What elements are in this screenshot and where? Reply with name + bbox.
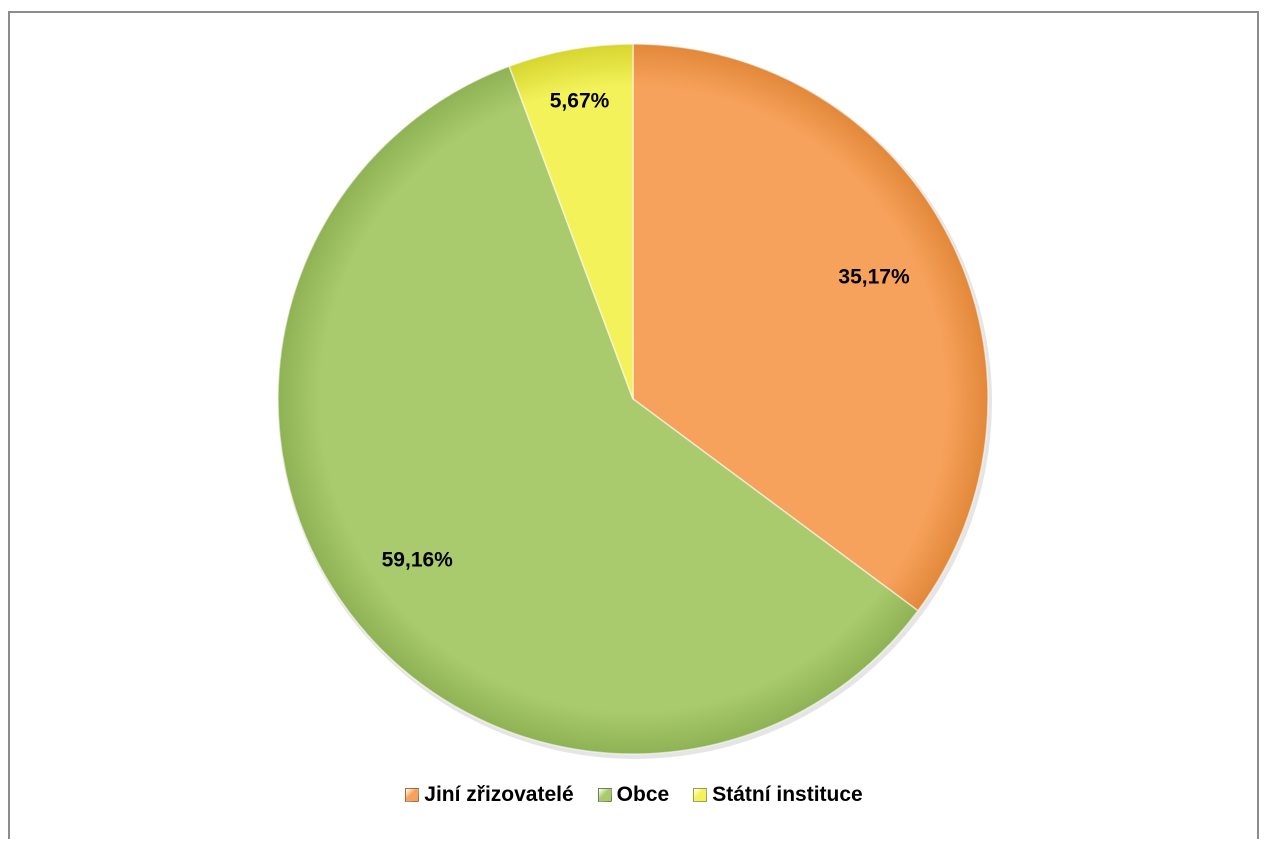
legend-swatch-statni-instituce — [693, 788, 708, 802]
legend-label-jini-zrizovatele: Jiní zřizovatelé — [424, 783, 574, 806]
legend-item-jini-zrizovatele[interactable]: Jiní zřizovatelé — [405, 783, 574, 807]
pie-data-labels: 35,17% 59,16% 5,67% — [382, 90, 910, 572]
chart-legend: Jiní zřizovatelé Obce Státní instituce — [0, 778, 1268, 812]
pie-slice-jini-zrizovatele[interactable] — [632, 43, 989, 612]
data-label-obce: 59,16% — [382, 549, 454, 572]
legend-label-statni-instituce: Státní instituce — [712, 783, 863, 806]
legend-swatch-obce — [597, 788, 612, 802]
pie-slice-obce[interactable] — [277, 65, 920, 755]
pie-slices — [277, 43, 989, 755]
legend-swatch-jini-zrizovatele — [405, 788, 420, 802]
legend-item-obce[interactable]: Obce — [597, 783, 670, 807]
data-label-jini-zrizovatele: 35,17% — [838, 265, 910, 288]
data-label-statni-instituce: 5,67% — [550, 90, 610, 113]
pie-slice-statni-instituce[interactable] — [508, 43, 634, 400]
legend-label-obce: Obce — [616, 783, 670, 806]
legend-item-statni-instituce[interactable]: Státní instituce — [693, 783, 863, 807]
